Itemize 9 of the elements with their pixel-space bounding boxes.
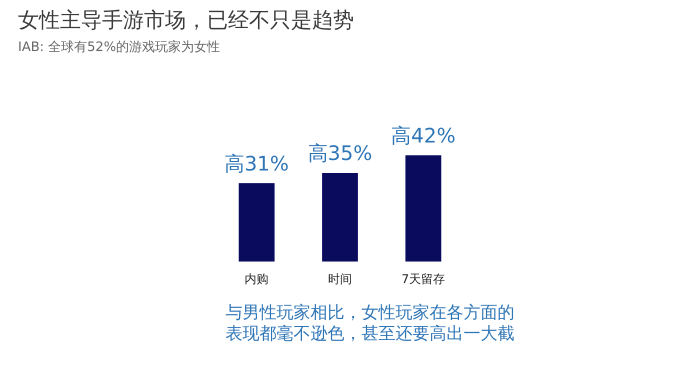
chart-subtitle: IAB: 全球有52%的游戏玩家为女性 (18, 39, 220, 56)
x-tick-label: 7天留存 (402, 272, 446, 286)
chart-title: 女性主导手游市场，已经不只是趋势 (18, 7, 354, 34)
data-label: 高42% (391, 123, 456, 148)
data-label: 高35% (308, 141, 372, 166)
data-label: 高31% (224, 151, 289, 176)
x-tick-label: 内购 (244, 272, 269, 286)
text: 与男性玩家相比，女性玩家在各方面的表现都毫不逊色，甚至还要高出一大截 (224, 303, 516, 345)
x-tick-label: 时间 (328, 272, 352, 286)
